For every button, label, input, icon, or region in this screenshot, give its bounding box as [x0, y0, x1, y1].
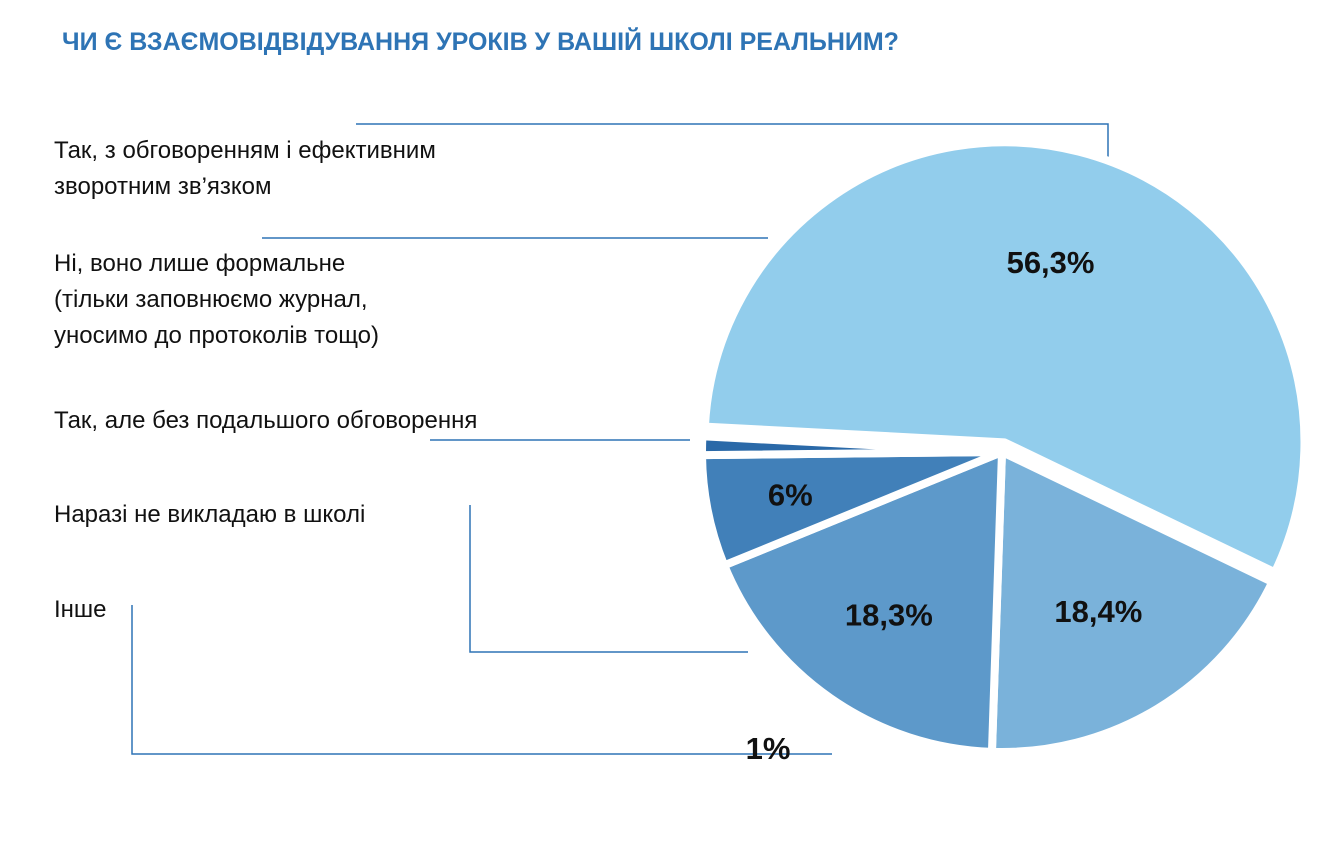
pie-slice [987, 448, 1277, 756]
value-label: 1% [746, 731, 791, 766]
pie-slice [700, 138, 1309, 577]
category-label-line: уносимо до протоколів тощо) [54, 322, 379, 349]
category-label: Так, з обговоренням і ефективним зворотни… [54, 137, 436, 200]
value-labels: 56,3% 18,4% 18,3% 6% 1% [746, 245, 1143, 766]
category-label-line: Наразі не викладаю в школі [54, 501, 365, 528]
category-label: Наразі не викладаю в школі [54, 501, 365, 528]
pie-slice [698, 432, 1006, 460]
value-label: 18,4% [1054, 594, 1142, 629]
pie-slices [698, 138, 1309, 756]
category-label-line: Так, з обговоренням і ефективним [54, 137, 436, 164]
category-label-line: (тільки заповнюємо журнал, [54, 286, 368, 313]
category-label-line: зворотним зв’язком [54, 173, 272, 200]
value-label: 6% [768, 478, 813, 513]
category-label-line: Ні, воно лише формальне [54, 250, 345, 277]
pie-slice [720, 448, 1006, 756]
leader-line [469, 505, 748, 653]
category-label: Так, але без подальшого обговорення [54, 407, 477, 434]
value-label: 56,3% [1007, 245, 1095, 280]
category-label: Інше [54, 596, 107, 623]
value-label: 18,3% [845, 597, 933, 632]
category-label-line: Інше [54, 596, 107, 623]
leader-line [131, 605, 832, 755]
category-label: Ні, воно лише формальне (тільки заповнюєм… [54, 250, 379, 349]
category-labels: Так, з обговоренням і ефективним зворотни… [54, 137, 477, 623]
category-label-line: Так, але без подальшого обговорення [54, 407, 477, 434]
chart-title: ЧИ Є ВЗАЄМОВІДВІДУВАННЯ УРОКІВ У ВАШІЙ Ш… [62, 26, 899, 56]
